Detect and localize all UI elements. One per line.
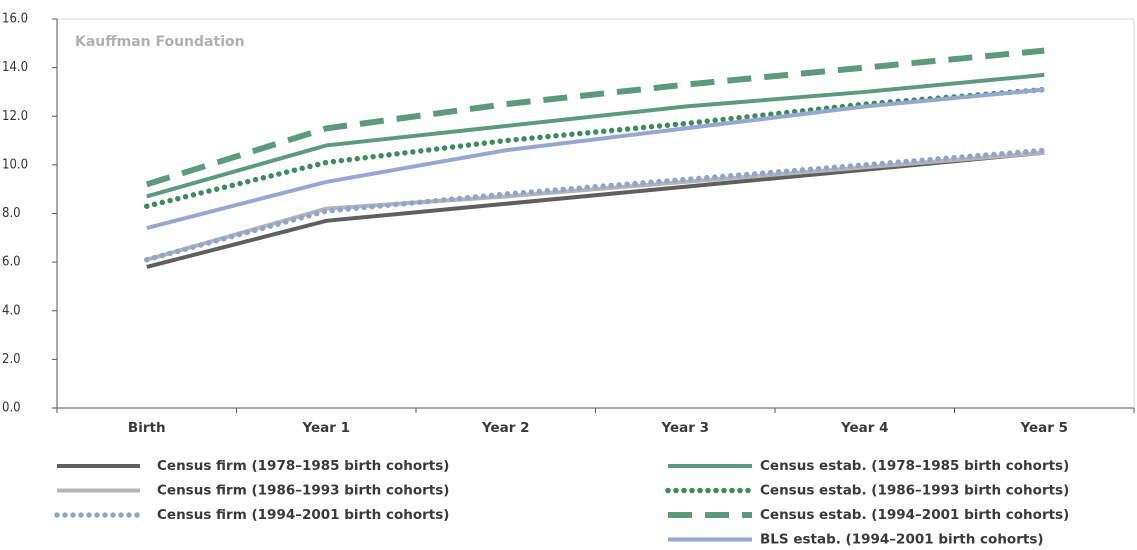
legend-label: Census firm (1986–1993 birth cohorts) (157, 483, 449, 499)
y-tick-label: 14.0 (2, 60, 28, 75)
y-tick-label: 12.0 (2, 109, 28, 124)
x-tick-label: Year 5 (1019, 420, 1068, 436)
legend-label: Census firm (1978–1985 birth cohorts) (157, 458, 449, 474)
series-line (144, 147, 1047, 263)
series-line (146, 87, 1045, 231)
y-tick-label: 4.0 (2, 303, 21, 318)
annotation: Kauffman Foundation (75, 34, 245, 50)
x-tick-label: Year 1 (301, 420, 350, 436)
legend-label: BLS estab. (1994–2001 birth cohorts) (760, 532, 1044, 548)
legend-label: Census firm (1994–2001 birth cohorts) (157, 507, 449, 523)
legend-label: Census estab. (1978–1985 birth cohorts) (760, 458, 1069, 474)
x-tick-label: Birth (128, 420, 166, 436)
series-line (144, 86, 1047, 209)
plot-frame (56, 18, 1135, 409)
series-line (146, 72, 1045, 199)
y-tick-label: 10.0 (2, 157, 28, 172)
legend-label: Census estab. (1986–1993 birth cohorts) (760, 483, 1069, 499)
x-tick-label: Year 4 (840, 420, 889, 436)
series-line (146, 150, 1045, 269)
y-tick-label: 0.0 (2, 401, 21, 416)
legend-label: Census estab. (1994–2001 birth cohorts) (760, 507, 1069, 523)
y-tick-label: 2.0 (2, 352, 21, 367)
y-tick-label: 8.0 (2, 206, 21, 221)
series-line (146, 150, 1045, 262)
x-tick-label: Year 3 (660, 420, 709, 436)
y-tick-label: 6.0 (2, 255, 21, 270)
y-tick-label: 16.0 (2, 12, 28, 27)
x-tick-label: Year 2 (481, 420, 530, 436)
series-line (145, 47, 1045, 188)
